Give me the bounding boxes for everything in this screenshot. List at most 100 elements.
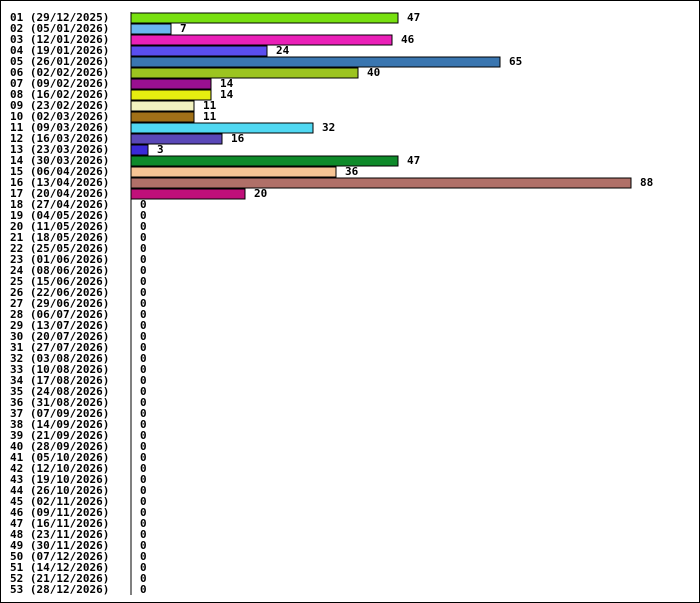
category-label: 31 (27/07/2026) xyxy=(10,341,109,354)
category-label: 41 (05/10/2026) xyxy=(10,451,109,464)
bar xyxy=(130,12,399,24)
category-label: 50 (07/12/2026) xyxy=(10,550,109,563)
category-label: 12 (16/03/2026) xyxy=(10,132,109,145)
category-label: 24 (08/06/2026) xyxy=(10,264,109,277)
value-label: 0 xyxy=(140,495,147,508)
value-label: 0 xyxy=(140,473,147,486)
bar xyxy=(130,100,195,112)
category-label: 06 (02/02/2026) xyxy=(10,66,109,79)
category-label: 39 (21/09/2026) xyxy=(10,429,109,442)
value-label: 3 xyxy=(157,143,164,156)
category-label: 17 (20/04/2026) xyxy=(10,187,109,200)
category-label: 14 (30/03/2026) xyxy=(10,154,109,167)
category-label: 29 (13/07/2026) xyxy=(10,319,109,332)
value-label: 46 xyxy=(401,33,415,46)
bar xyxy=(130,188,246,200)
bar xyxy=(130,23,172,35)
value-label: 0 xyxy=(140,308,147,321)
category-label: 08 (16/02/2026) xyxy=(10,88,109,101)
bar xyxy=(130,133,223,145)
category-label: 15 (06/04/2026) xyxy=(10,165,109,178)
category-label: 18 (27/04/2026) xyxy=(10,198,109,211)
category-label: 11 (09/03/2026) xyxy=(10,121,109,134)
category-label: 10 (02/03/2026) xyxy=(10,110,109,123)
value-label: 7 xyxy=(180,22,187,35)
category-label: 23 (01/06/2026) xyxy=(10,253,109,266)
value-label: 0 xyxy=(140,275,147,288)
value-label: 40 xyxy=(367,66,380,79)
value-label: 0 xyxy=(140,264,147,277)
value-label: 14 xyxy=(220,88,234,101)
bar xyxy=(130,78,212,90)
category-label: 35 (24/08/2026) xyxy=(10,385,109,398)
value-label: 0 xyxy=(140,440,147,453)
category-label: 43 (19/10/2026) xyxy=(10,473,109,486)
value-label: 0 xyxy=(140,528,147,541)
bar xyxy=(130,166,337,178)
category-label: 09 (23/02/2026) xyxy=(10,99,109,112)
category-label: 42 (12/10/2026) xyxy=(10,462,109,475)
value-label: 0 xyxy=(140,451,147,464)
value-label: 0 xyxy=(140,374,147,387)
category-label: 49 (30/11/2026) xyxy=(10,539,109,552)
value-label: 0 xyxy=(140,330,147,343)
category-label: 20 (11/05/2026) xyxy=(10,220,109,233)
category-label: 44 (26/10/2026) xyxy=(10,484,109,497)
value-label: 0 xyxy=(140,319,147,332)
bar xyxy=(130,67,359,79)
value-label: 0 xyxy=(140,561,147,574)
bar xyxy=(130,34,393,46)
value-label: 0 xyxy=(140,286,147,299)
value-label: 0 xyxy=(140,198,147,211)
value-label: 0 xyxy=(140,297,147,310)
category-label: 46 (09/11/2026) xyxy=(10,506,109,519)
value-label: 47 xyxy=(407,11,420,24)
category-label: 04 (19/01/2026) xyxy=(10,44,109,57)
value-label: 88 xyxy=(640,176,653,189)
category-label: 03 (12/01/2026) xyxy=(10,33,109,46)
category-label: 37 (07/09/2026) xyxy=(10,407,109,420)
value-label: 11 xyxy=(203,110,217,123)
category-label: 13 (23/03/2026) xyxy=(10,143,109,156)
value-label: 0 xyxy=(140,517,147,530)
value-label: 0 xyxy=(140,550,147,563)
value-label: 16 xyxy=(231,132,245,145)
bar xyxy=(130,111,195,123)
value-label: 0 xyxy=(140,429,147,442)
value-label: 0 xyxy=(140,407,147,420)
value-label: 0 xyxy=(140,253,147,266)
value-label: 0 xyxy=(140,484,147,497)
category-label: 02 (05/01/2026) xyxy=(10,22,109,35)
category-label: 51 (14/12/2026) xyxy=(10,561,109,574)
bar xyxy=(130,144,149,156)
value-label: 14 xyxy=(220,77,234,90)
category-label: 45 (02/11/2026) xyxy=(10,495,109,508)
category-label: 21 (18/05/2026) xyxy=(10,231,109,244)
value-label: 0 xyxy=(140,341,147,354)
category-label: 48 (23/11/2026) xyxy=(10,528,109,541)
value-label: 0 xyxy=(140,583,147,596)
category-label: 34 (17/08/2026) xyxy=(10,374,109,387)
category-label: 38 (14/09/2026) xyxy=(10,418,109,431)
value-label: 0 xyxy=(140,352,147,365)
value-label: 0 xyxy=(140,209,147,222)
category-label: 26 (22/06/2026) xyxy=(10,286,109,299)
value-label: 0 xyxy=(140,418,147,431)
category-label: 22 (25/05/2026) xyxy=(10,242,109,255)
category-label: 07 (09/02/2026) xyxy=(10,77,109,90)
value-label: 11 xyxy=(203,99,217,112)
bar xyxy=(130,122,314,134)
category-label: 27 (29/06/2026) xyxy=(10,297,109,310)
value-label: 47 xyxy=(407,154,420,167)
category-label: 53 (28/12/2026) xyxy=(10,583,109,596)
value-label: 0 xyxy=(140,396,147,409)
category-label: 33 (10/08/2026) xyxy=(10,363,109,376)
bar xyxy=(130,45,268,57)
category-label: 19 (04/05/2026) xyxy=(10,209,109,222)
category-label: 47 (16/11/2026) xyxy=(10,517,109,530)
category-label: 05 (26/01/2026) xyxy=(10,55,109,68)
value-label: 0 xyxy=(140,506,147,519)
value-label: 36 xyxy=(345,165,359,178)
